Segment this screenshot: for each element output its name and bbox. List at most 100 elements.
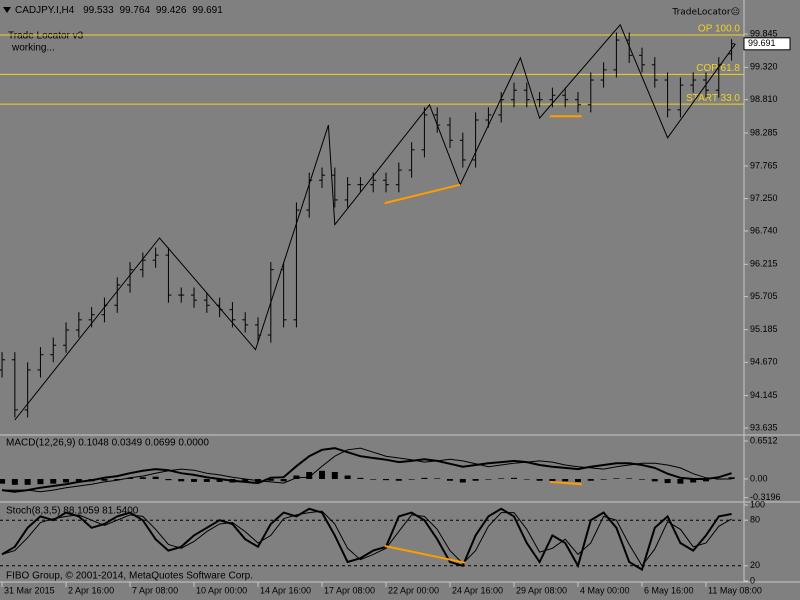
histogram-bar <box>242 478 249 482</box>
histogram-bar <box>344 475 351 479</box>
y-tick-label: 100 <box>750 499 765 509</box>
histogram-bar <box>549 478 556 482</box>
trendline <box>549 480 582 486</box>
histogram-bar <box>306 471 313 479</box>
histogram-bar <box>485 478 492 480</box>
histogram-bar <box>664 478 671 484</box>
y-tick-label: 0.00 <box>750 473 768 483</box>
copyright: FIBO Group, © 2001-2014, MetaQuotes Soft… <box>6 571 253 582</box>
histogram-bar <box>75 478 82 482</box>
y-tick-label: 99.845 <box>750 28 778 38</box>
y-tick-label: 96.740 <box>750 225 778 235</box>
x-tick-label: 2 Apr 16:00 <box>68 585 114 595</box>
x-tick-label: 10 Apr 00:00 <box>196 585 247 595</box>
histogram-bar <box>319 470 326 479</box>
histogram-bar <box>383 478 390 481</box>
histogram-bar <box>574 478 581 482</box>
histogram-bar <box>293 475 300 479</box>
y-tick-label: 0 <box>750 575 755 585</box>
histogram-bar <box>191 478 198 482</box>
y-tick-label: 94.670 <box>750 357 778 367</box>
last-close: 99.691 <box>192 5 223 16</box>
histogram-bar <box>651 478 658 482</box>
zigzag <box>14 23 736 421</box>
histogram-bar <box>50 478 57 484</box>
last-high: 99.764 <box>119 5 150 16</box>
x-tick-label: 4 May 00:00 <box>580 585 630 595</box>
histogram-bar <box>63 478 70 483</box>
histogram-bar <box>511 477 518 479</box>
histogram-bar <box>37 478 44 485</box>
y-tick-label: 96.215 <box>750 259 778 269</box>
histogram-bar <box>331 471 338 479</box>
histogram-bar <box>677 478 684 484</box>
bid-box <box>743 37 791 51</box>
y-tick-label: 80 <box>750 515 760 525</box>
x-tick-label: 17 Apr 08:00 <box>324 585 375 595</box>
x-tick-label: 22 Apr 00:00 <box>388 585 439 595</box>
histogram-bar <box>638 478 645 480</box>
histogram-bar <box>216 478 223 482</box>
y-tick-label: 93.635 <box>750 422 778 432</box>
trendline <box>384 545 466 564</box>
histogram-bar <box>357 477 364 479</box>
histogram-bar <box>203 478 210 482</box>
indicator-status: working... <box>11 43 55 54</box>
histogram-bar <box>152 476 159 479</box>
stoch-line <box>1 507 732 572</box>
y-tick-label: 20 <box>750 560 760 570</box>
histogram-bar <box>408 478 415 480</box>
histogram-bar <box>0 478 6 484</box>
histogram-bar <box>434 478 441 479</box>
y-tick-label: 0.6512 <box>750 435 778 445</box>
y-tick-label: 97.765 <box>750 160 778 170</box>
histogram-bar <box>690 478 697 483</box>
histogram-bar <box>101 478 108 481</box>
histogram-bar <box>498 478 505 479</box>
histogram-bar <box>114 478 121 481</box>
histogram-bar <box>447 478 454 481</box>
macd-line <box>2 447 732 493</box>
histogram-bar <box>587 478 594 481</box>
y-tick-label: 95.705 <box>750 291 778 301</box>
y-tick-label: 95.185 <box>750 324 778 334</box>
bid-label: 99.691 <box>748 38 776 48</box>
last-low: 99.426 <box>156 5 187 16</box>
last-open: 99.533 <box>83 5 114 16</box>
symbol: CADJPY.I,H4 <box>15 5 75 16</box>
panel-label[interactable]: TradeLocator☹ <box>671 7 740 18</box>
y-tick-label: 99.320 <box>750 62 778 72</box>
histogram-bar <box>472 478 479 481</box>
histogram-bar <box>370 478 377 480</box>
level-label: START 33.0 <box>686 93 740 104</box>
histogram-bar <box>11 478 18 485</box>
y-tick-label: 97.250 <box>750 193 778 203</box>
histogram-bar <box>728 477 735 479</box>
histogram-bar <box>562 478 569 482</box>
stoch-line <box>1 510 732 567</box>
x-tick-label: 29 Apr 08:00 <box>516 585 567 595</box>
histogram-bar <box>139 477 146 479</box>
histogram-bar <box>702 478 709 482</box>
histogram-bar <box>24 478 31 485</box>
histogram-bar <box>178 478 185 482</box>
stoch-title: Stoch(8,3,5) 88.1059 81.5400 <box>6 506 139 517</box>
x-tick-label: 6 May 16:00 <box>644 585 694 595</box>
y-tick-label: 98.810 <box>750 94 778 104</box>
level-label: OP 100.0 <box>698 24 741 35</box>
histogram-bar <box>600 478 607 480</box>
histogram-bar <box>459 478 466 483</box>
histogram-bar <box>127 477 134 479</box>
x-tick-label: 24 Apr 16:00 <box>452 585 503 595</box>
macd-title: MACD(12,26,9) 0.1048 0.0349 0.0699 0.000… <box>6 438 209 449</box>
y-tick-label: 98.285 <box>750 127 778 137</box>
histogram-bar <box>165 478 172 481</box>
histogram-bar <box>267 478 274 481</box>
histogram-bar <box>395 478 402 481</box>
collapse-arrow[interactable] <box>3 7 11 13</box>
x-tick-label: 14 Apr 16:00 <box>260 585 311 595</box>
histogram-bar <box>626 478 633 479</box>
histogram-bar <box>421 477 428 479</box>
